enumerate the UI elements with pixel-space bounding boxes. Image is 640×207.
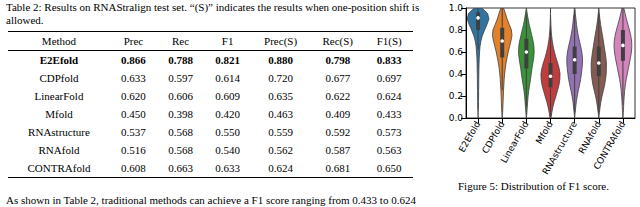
html-text:0.866: 0.866 (121, 54, 146, 66)
html-text:0.540: 0.540 (215, 144, 240, 156)
html-text:0.677: 0.677 (325, 72, 351, 84)
html-text:0.516: 0.516 (121, 144, 146, 156)
html-text:0.798: 0.798 (325, 54, 351, 66)
html-text:Mfold: Mfold (45, 108, 73, 120)
html-text:Rec: Rec (172, 35, 190, 47)
svg-text:RNAfold: RNAfold (577, 119, 603, 155)
html-text:0.592: 0.592 (325, 126, 351, 138)
html-text:Prec(S): Prec(S) (264, 35, 298, 47)
html-text:Table 2: Results on RNAStralig: Table 2: Results on RNAStralign test set… (6, 1, 420, 26)
html-text:F1: F1 (221, 35, 234, 47)
html-text:0.635: 0.635 (268, 90, 293, 102)
html-text:0.587: 0.587 (325, 144, 351, 156)
html-text:0.821: 0.821 (215, 54, 240, 66)
html-text:0.606: 0.606 (168, 90, 193, 102)
svg-text:CDPfold: CDPfold (480, 119, 506, 155)
html-text:0.568: 0.568 (168, 126, 193, 138)
svg-text:Mfold: Mfold (534, 119, 555, 145)
html-text:0.681: 0.681 (325, 162, 351, 174)
svg-text:0.2: 0.2 (449, 91, 463, 101)
html-text:F1(S): F1(S) (376, 35, 402, 47)
html-text:0.720: 0.720 (268, 72, 293, 84)
html-text:Figure 5: Distribution of F1 s: Figure 5: Distribution of F1 score. (458, 180, 609, 192)
html-text:0.663: 0.663 (168, 162, 193, 174)
html-text:0.624: 0.624 (376, 90, 402, 102)
html-text:LinearFold: LinearFold (34, 90, 84, 102)
html-text:0.550: 0.550 (215, 126, 240, 138)
html-text:0.537: 0.537 (121, 126, 146, 138)
html-text:0.597: 0.597 (168, 72, 193, 84)
html-text:RNAfold: RNAfold (38, 144, 80, 156)
html-text:Rec(S): Rec(S) (322, 35, 353, 47)
html-text:CONTRAfold: CONTRAfold (27, 162, 91, 174)
html-text:As shown in Table 2, tradition: As shown in Table 2, traditional methods… (6, 194, 416, 206)
html-text:0.633: 0.633 (215, 162, 240, 174)
svg-text:1.0: 1.0 (449, 3, 464, 13)
html-text:0.697: 0.697 (376, 72, 402, 84)
svg-text:RNAstructure: RNAstructure (540, 119, 579, 176)
html-text:0.409: 0.409 (325, 108, 351, 120)
html-text:0.650: 0.650 (376, 162, 402, 174)
html-text:0.562: 0.562 (268, 144, 293, 156)
html-text:0.833: 0.833 (376, 54, 402, 66)
html-text:0.398: 0.398 (168, 108, 193, 120)
svg-text:0.0: 0.0 (449, 113, 464, 123)
svg-text:E2Efold: E2Efold (457, 119, 483, 153)
html-text:0.463: 0.463 (268, 108, 293, 120)
svg-text:0.8: 0.8 (449, 25, 464, 35)
html-text:RNAstructure: RNAstructure (28, 126, 90, 138)
html-text:0.568: 0.568 (168, 144, 193, 156)
html-text:0.609: 0.609 (215, 90, 240, 102)
svg-text:LinearFold: LinearFold (499, 119, 531, 164)
html-text:0.620: 0.620 (121, 90, 146, 102)
html-text:0.880: 0.880 (268, 54, 293, 66)
html-text:0.573: 0.573 (376, 126, 402, 138)
html-text:0.433: 0.433 (376, 108, 402, 120)
html-text:0.614: 0.614 (215, 72, 240, 84)
html-text:0.420: 0.420 (215, 108, 240, 120)
html-text:0.633: 0.633 (121, 72, 146, 84)
html-text:0.788: 0.788 (168, 54, 193, 66)
html-text:CDPfold: CDPfold (39, 72, 79, 84)
html-text:0.622: 0.622 (325, 90, 351, 102)
html-text:E2Efold: E2Efold (39, 54, 79, 66)
html-text:0.450: 0.450 (121, 108, 146, 120)
html-text:0.608: 0.608 (121, 162, 146, 174)
svg-text:0.6: 0.6 (449, 47, 464, 57)
html-text:Prec: Prec (123, 35, 144, 47)
html-text:Method: Method (41, 35, 77, 47)
svg-text:CONTRAfold: CONTRAfold (592, 119, 628, 171)
svg-text:0.4: 0.4 (449, 69, 464, 79)
html-text:0.624: 0.624 (268, 162, 293, 174)
html-text:0.563: 0.563 (376, 144, 402, 156)
html-text:0.559: 0.559 (268, 126, 293, 138)
